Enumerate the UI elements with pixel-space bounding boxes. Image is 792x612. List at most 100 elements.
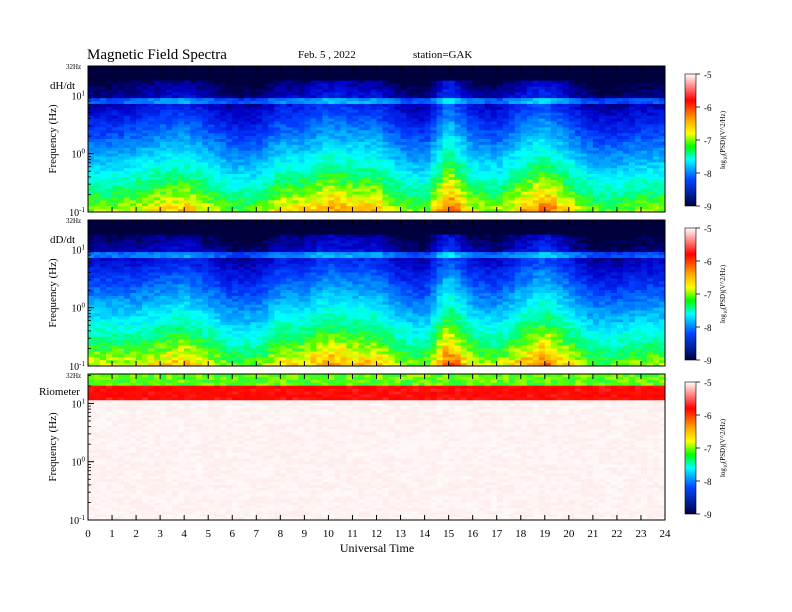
spectrogram-cell [622, 86, 630, 90]
spectrogram-cell [202, 168, 209, 172]
spectrogram-cell [454, 191, 462, 195]
spectrogram-cell [328, 144, 335, 149]
spectrogram-cell [334, 130, 341, 134]
spectrogram-cell [370, 206, 377, 210]
spectrogram-cell [466, 130, 474, 134]
spectrogram-cell [412, 103, 419, 108]
spectrogram-cell [622, 98, 630, 102]
spectrogram-cell [466, 168, 474, 172]
spectrogram-cell [580, 133, 588, 137]
spectrogram-cell [568, 118, 576, 122]
spectrogram-cell [634, 162, 642, 166]
spectrogram-cell [310, 141, 317, 146]
spectrogram-cell [304, 176, 311, 181]
spectrogram-cell [370, 109, 377, 114]
spectrogram-cell [436, 106, 444, 111]
spectrogram-cell [190, 165, 197, 169]
spectrogram-cell [598, 168, 606, 172]
spectrogram-cell [238, 188, 245, 192]
spectrogram-cell [640, 136, 648, 140]
spectrogram-cell [106, 185, 113, 190]
spectrogram-cell [616, 147, 624, 152]
spectrogram-cell [634, 197, 642, 201]
spectrogram-cell [454, 209, 462, 213]
spectrogram-cell [316, 203, 323, 207]
spectrogram-cell [574, 162, 582, 166]
spectrogram-cell [640, 182, 648, 187]
spectrogram-cell [106, 176, 113, 181]
spectrogram-cell [286, 74, 293, 79]
spectrogram-cell [334, 68, 341, 73]
spectrogram-cell [100, 185, 107, 190]
spectrogram-cell [394, 156, 401, 160]
spectrogram-cell [202, 182, 209, 187]
spectrogram-cell [208, 101, 215, 105]
spectrogram-cell [616, 179, 624, 184]
spectrogram-cell [184, 74, 191, 79]
spectrogram-cell [124, 92, 131, 96]
spectrogram-cell [514, 71, 522, 76]
spectrogram-cell [556, 200, 564, 204]
spectrogram-cell [418, 182, 425, 187]
spectrogram-cell [424, 136, 431, 140]
spectrogram-cell [340, 127, 347, 131]
spectrogram-cell [538, 171, 546, 175]
spectrogram-cell [580, 194, 588, 198]
spectrogram-cell [256, 86, 263, 90]
spectrogram-cell [202, 203, 209, 207]
spectrogram-cell [658, 115, 666, 119]
spectrogram-cell [640, 194, 648, 198]
spectrogram-cell [634, 112, 642, 117]
spectrogram-cell [496, 71, 504, 76]
spectrogram-cell [430, 206, 437, 210]
spectrogram-cell [484, 109, 492, 114]
spectrogram-cell [394, 147, 401, 152]
spectrogram-cell [358, 127, 365, 131]
spectrogram-cell [472, 150, 480, 154]
spectrogram-cell [532, 144, 540, 149]
spectrogram-cell [88, 203, 95, 207]
spectrogram-cell [604, 83, 612, 87]
spectrogram-cell [472, 106, 480, 111]
spectrogram-cell [184, 71, 191, 76]
spectrogram-cell [628, 197, 636, 201]
spectrogram-cell [166, 171, 173, 175]
spectrogram-cell [622, 139, 630, 143]
spectrogram-cell [148, 92, 155, 96]
spectrogram-cell [100, 319, 107, 323]
spectrogram-cell [202, 103, 209, 108]
spectrogram-cell [526, 115, 534, 119]
spectrogram-cell [358, 130, 365, 134]
spectrogram-cell [646, 92, 654, 96]
spectrogram-cell [94, 185, 101, 190]
spectrogram-cell [592, 92, 600, 96]
spectrogram-cell [382, 106, 389, 111]
spectrogram-cell [328, 200, 335, 204]
spectrogram-cell [556, 83, 564, 87]
spectrogram-cell [442, 194, 450, 198]
spectrogram-cell [592, 103, 600, 108]
spectrogram-cell [124, 68, 131, 73]
spectrogram-cell [418, 118, 425, 122]
spectrogram-cell [400, 191, 407, 195]
spectrogram-cell [322, 74, 329, 79]
spectrogram-cell [532, 165, 540, 169]
spectrogram-cell [226, 153, 233, 157]
spectrogram-cell [100, 130, 107, 134]
spectrogram-cell [628, 124, 636, 128]
spectrogram-cell [364, 185, 371, 190]
spectrogram-cell [142, 159, 149, 163]
spectrogram-cell [142, 179, 149, 184]
spectrogram-cell [292, 174, 299, 178]
spectrogram-cell [376, 150, 383, 154]
spectrogram-cell [544, 106, 552, 111]
spectrogram-cell [382, 68, 389, 73]
spectrogram-cell [166, 144, 173, 149]
spectrogram-cell [250, 106, 257, 111]
spectrogram-cell [622, 194, 630, 198]
spectrogram-cell [322, 86, 329, 90]
spectrogram-cell [364, 147, 371, 152]
spectrogram-cell [592, 133, 600, 137]
spectrogram-cell [460, 136, 468, 140]
spectrogram-cell [442, 141, 450, 146]
